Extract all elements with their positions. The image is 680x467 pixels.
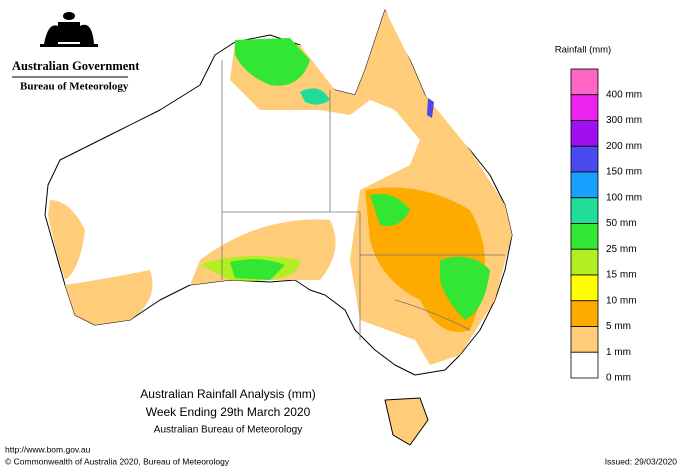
legend-label: 25 mm <box>606 244 637 255</box>
legend-label: 1 mm <box>606 347 631 358</box>
legend-label: 150 mm <box>606 167 642 178</box>
legend-swatch <box>570 351 599 379</box>
legend-swatch <box>570 248 599 276</box>
legend-swatch <box>570 274 599 302</box>
legend-swatch <box>570 68 599 96</box>
map-subtitle: Week Ending 29th March 2020 <box>146 405 311 419</box>
legend-swatch <box>570 145 599 173</box>
coat-of-arms <box>40 12 98 47</box>
legend-label: 15 mm <box>606 270 637 281</box>
legend-label: 400 mm <box>606 89 642 100</box>
legend-swatch <box>570 326 599 353</box>
legend-swatch <box>570 94 599 121</box>
footer-issued: Issued: 29/03/2020 <box>605 456 678 466</box>
legend-label: 100 mm <box>606 192 642 203</box>
map <box>44 9 513 446</box>
legend-swatch <box>570 300 599 327</box>
map-title: Australian Rainfall Analysis (mm) <box>140 387 315 401</box>
footer-copyright: © Commonwealth of Australia 2020, Bureau… <box>5 456 230 466</box>
legend-swatch <box>570 120 599 147</box>
agency-name: Bureau of Meteorology <box>20 81 129 93</box>
rain-areas <box>48 10 512 445</box>
legend-label: 5 mm <box>606 321 631 332</box>
legend-swatch <box>570 223 599 250</box>
legend-title: Rainfall (mm) <box>555 45 611 56</box>
legend-label: 200 mm <box>606 141 642 152</box>
legend-label: 300 mm <box>606 115 642 126</box>
map-source: Australian Bureau of Meteorology <box>154 425 302 436</box>
legend-label: 50 mm <box>606 218 637 229</box>
tasmania-outline <box>384 397 429 446</box>
legend: 400 mm 300 mm 200 mm 150 mm 100 mm 50 mm 25 mm… <box>570 68 642 384</box>
legend-label: 0 mm <box>606 373 631 384</box>
footer-url: http://www.bom.gov.au <box>5 444 91 454</box>
government-name: Australian Government <box>12 59 140 73</box>
legend-swatch <box>570 197 599 224</box>
state-borders <box>221 60 505 340</box>
legend-label: 10 mm <box>606 295 637 306</box>
legend-swatch <box>570 171 599 199</box>
